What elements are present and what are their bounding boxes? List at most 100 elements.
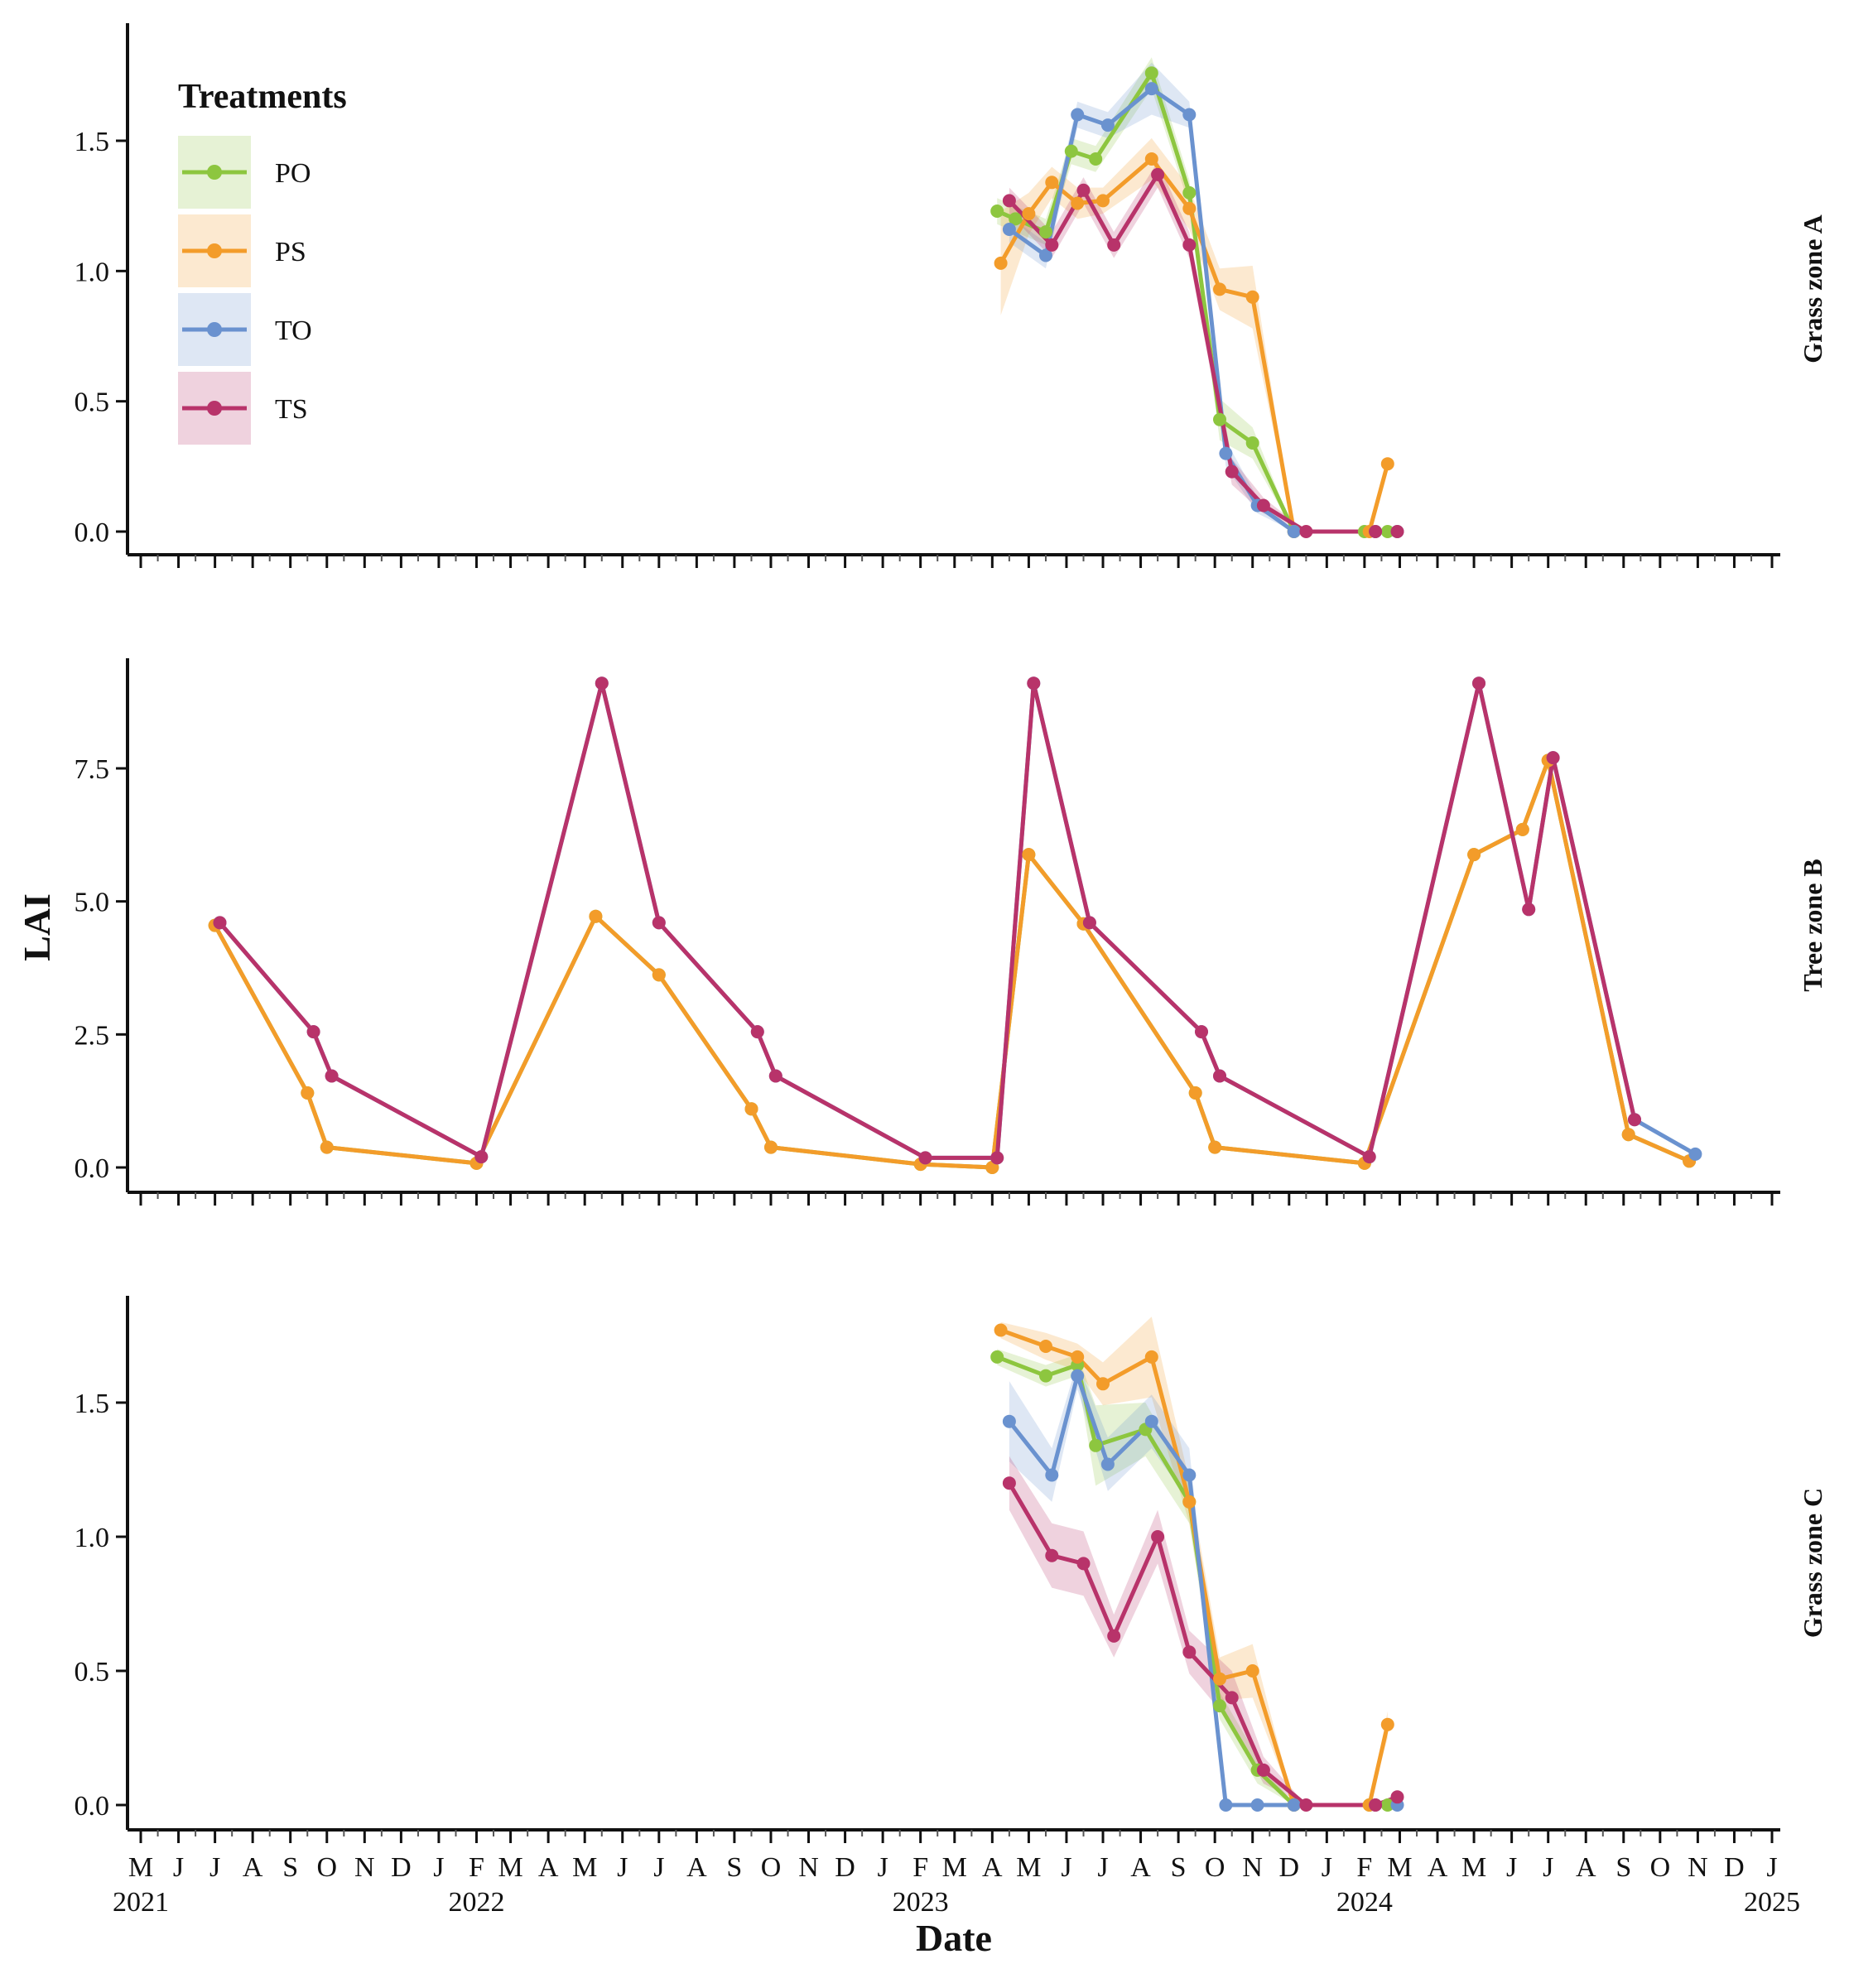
point-TO (1100, 1457, 1115, 1471)
point-TS (1628, 1113, 1641, 1127)
point-PS (1380, 1717, 1394, 1731)
legend-label: PS (275, 237, 306, 267)
y-tick-label: 1.0 (75, 1523, 110, 1553)
point-TS (1390, 525, 1404, 538)
ribbon-TO (1009, 1362, 1398, 1805)
legend-point (207, 401, 222, 416)
point-PS (652, 968, 666, 982)
point-PS (1039, 1340, 1052, 1353)
point-PS (994, 1323, 1008, 1337)
x-tick-label: O (761, 1852, 782, 1883)
x-tick-label: D (1279, 1852, 1300, 1883)
point-TS (1195, 1025, 1208, 1039)
point-PO (990, 205, 1004, 218)
x-year-label: 2022 (448, 1887, 504, 1918)
x-tick-label: D (1724, 1852, 1745, 1883)
legend-entry-PS: PS (178, 214, 306, 287)
point-TO (1688, 1147, 1702, 1161)
x-tick-label: J (1322, 1852, 1332, 1883)
point-PS (301, 1086, 315, 1100)
y-axis-title: LAI (16, 893, 58, 961)
point-TO (1287, 1798, 1301, 1812)
point-PS (320, 1140, 334, 1154)
x-tick-label: J (1506, 1852, 1517, 1883)
point-TO (1182, 108, 1197, 122)
legend-point (207, 243, 222, 258)
legend-title: Treatments (178, 78, 347, 116)
point-PS (1071, 1350, 1085, 1364)
x-tick-label: S (282, 1852, 298, 1883)
point-TS (918, 1151, 932, 1165)
point-PO (1213, 412, 1226, 426)
x-tick-label: S (1171, 1852, 1187, 1883)
y-tick-label: 1.5 (75, 127, 110, 157)
point-TS (990, 1151, 1004, 1165)
x-tick-label: D (835, 1852, 855, 1883)
x-tick-label: N (1688, 1852, 1708, 1883)
point-TO (1250, 1798, 1264, 1812)
x-tick-label: O (1205, 1852, 1225, 1883)
point-PO (1089, 152, 1103, 166)
point-TS (474, 1150, 489, 1164)
point-PO (1089, 1438, 1103, 1452)
point-TS (306, 1025, 320, 1039)
x-tick-label: J (1766, 1852, 1777, 1883)
point-PS (1182, 1495, 1197, 1509)
point-PS (589, 909, 603, 923)
point-TO (1287, 525, 1301, 538)
point-TS (1107, 238, 1121, 252)
point-PS (1467, 848, 1481, 862)
x-tick-label: M (572, 1852, 597, 1883)
x-tick-label: J (173, 1852, 184, 1883)
point-TS (1256, 1763, 1270, 1777)
y-tick-label: 0.5 (75, 387, 110, 418)
point-TS (1107, 1629, 1121, 1643)
point-PO (1039, 225, 1052, 239)
point-PS (744, 1102, 758, 1116)
strip-label: Grass zone A (1798, 214, 1827, 363)
point-TS (1369, 525, 1383, 538)
point-TS (1002, 194, 1016, 208)
legend-entry-PO: PO (178, 136, 311, 209)
point-TO (1071, 1369, 1085, 1383)
x-tick-label: J (617, 1852, 628, 1883)
x-tick-label: M (128, 1852, 153, 1883)
point-TO (1100, 118, 1115, 132)
point-PS (1022, 848, 1036, 862)
point-TS (1151, 1530, 1165, 1543)
y-tick-label: 2.5 (75, 1020, 110, 1051)
point-TS (1182, 238, 1197, 252)
point-TS (1522, 903, 1536, 917)
point-TO (1071, 108, 1085, 122)
x-tick-label: D (391, 1852, 412, 1883)
point-PO (1380, 1798, 1394, 1812)
point-PO (1064, 144, 1078, 158)
point-PS (1515, 822, 1529, 836)
point-PS (1144, 1350, 1158, 1364)
legend-entry-TS: TS (178, 372, 308, 445)
point-TO (1002, 1414, 1016, 1428)
point-TO (1039, 248, 1052, 262)
x-year-label: 2025 (1744, 1887, 1800, 1918)
strip-label: Grass zone C (1798, 1488, 1827, 1638)
point-TO (1144, 1414, 1158, 1428)
y-tick-label: 1.5 (75, 1389, 110, 1419)
x-tick-label: J (1097, 1852, 1108, 1883)
legend-label: PO (275, 158, 311, 189)
point-TS (1045, 1548, 1059, 1562)
legend-label: TS (275, 394, 308, 425)
x-tick-label: A (982, 1852, 1003, 1883)
x-tick-label: N (354, 1852, 375, 1883)
point-TS (1082, 916, 1096, 930)
point-PO (990, 1350, 1004, 1364)
point-TS (1027, 676, 1041, 691)
x-tick-label: S (726, 1852, 742, 1883)
x-tick-label: A (538, 1852, 559, 1883)
point-TO (1219, 1798, 1233, 1812)
point-TS (750, 1025, 764, 1039)
point-TS (325, 1069, 339, 1083)
point-TS (1225, 465, 1239, 479)
point-TO (1144, 82, 1158, 96)
